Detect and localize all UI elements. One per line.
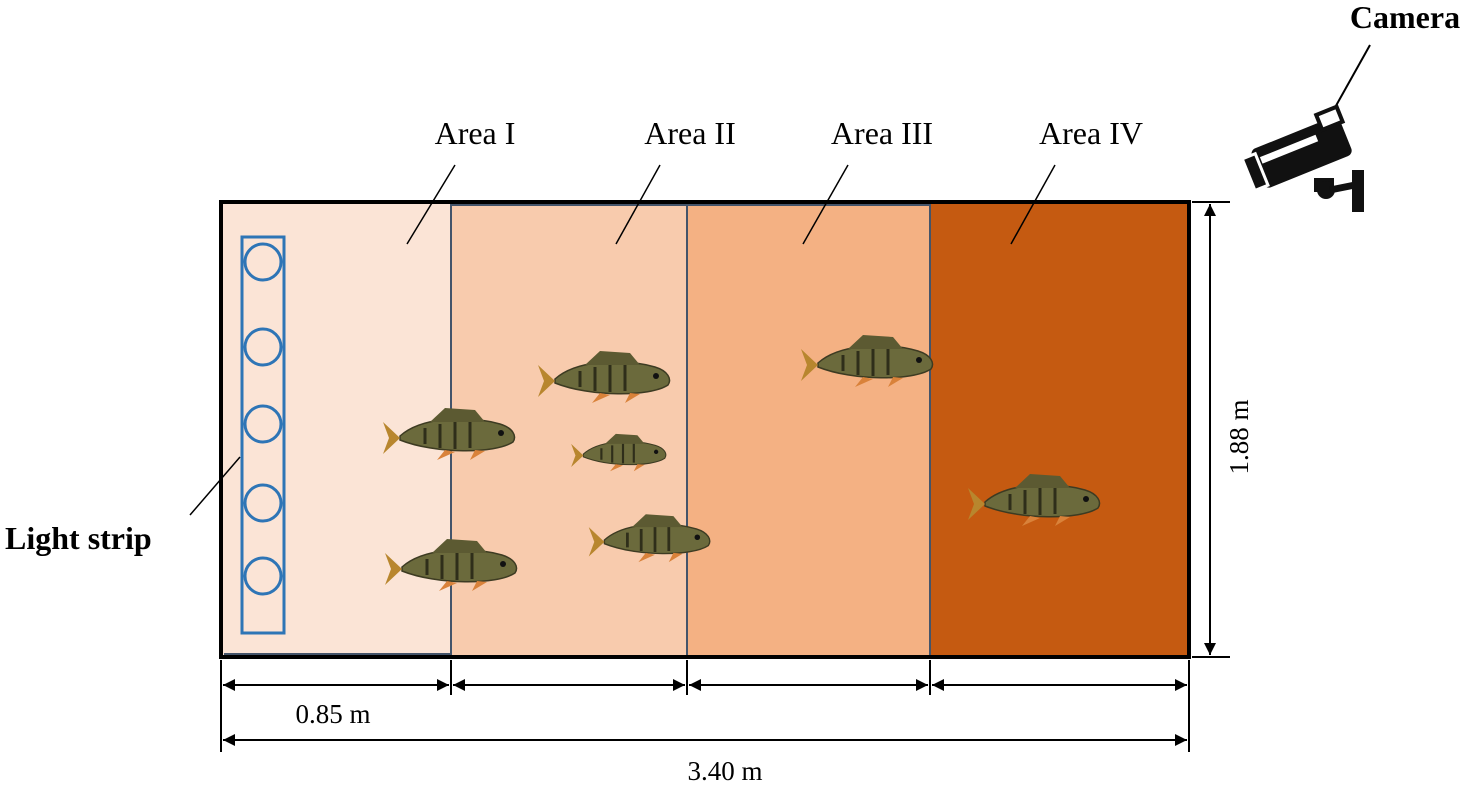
leader-line	[189, 456, 241, 516]
area-iii	[686, 204, 931, 658]
segment-dimension: 0.85 m	[295, 699, 370, 729]
area-leaders	[406, 164, 1056, 245]
light-strip-icon	[240, 235, 286, 635]
tank	[219, 200, 1191, 659]
area-label: Area III	[831, 115, 933, 151]
area-label: Area IV	[1039, 115, 1143, 151]
camera-label: Camera	[1350, 0, 1460, 35]
camera-icon	[1240, 44, 1371, 212]
area-label: Area II	[644, 115, 735, 151]
length-dimension: 3.40 m	[687, 756, 762, 785]
dimension-lines	[220, 201, 1230, 752]
area-label: Area I	[435, 115, 516, 151]
area-iv	[929, 201, 1190, 658]
light-strip-label: Light strip	[5, 520, 152, 556]
width-dimension: 1.88 m	[1224, 399, 1254, 474]
